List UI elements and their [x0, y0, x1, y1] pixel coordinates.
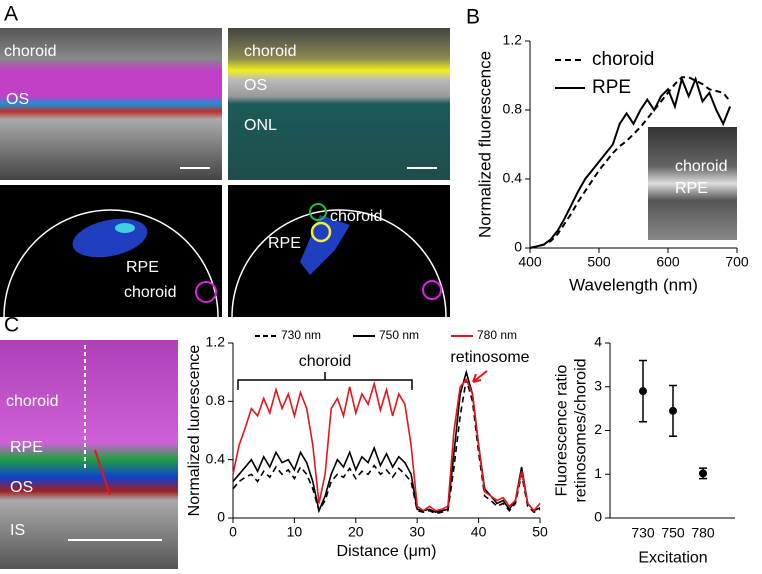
y-tick-label: 0 — [514, 239, 522, 255]
image-label: choroid — [330, 208, 382, 225]
image-label: choroid — [675, 158, 727, 175]
annotation: choroid — [299, 353, 351, 370]
annotation: retinosome — [450, 349, 529, 366]
axis-label: Normalized fluorescence — [475, 51, 494, 238]
y-tick-label: 4 — [594, 334, 602, 350]
x-tick-label: 20 — [348, 524, 364, 540]
phasor-plot — [228, 185, 450, 317]
y-tick-label: 0 — [594, 509, 602, 525]
axis-label: Distance (μm) — [337, 543, 437, 560]
legend-label: 730 nm — [281, 328, 321, 342]
inset: choroid RPE — [648, 127, 737, 240]
series-line — [233, 380, 540, 511]
y-tick-label: 0.4 — [206, 450, 226, 466]
x-tick-label: 780 — [691, 525, 715, 541]
panel-label: A — [4, 3, 18, 26]
y-tick-label: 0 — [217, 509, 225, 525]
image-label: OS — [6, 91, 29, 108]
panel-label: B — [466, 6, 480, 29]
image-label: RPE — [126, 259, 159, 276]
x-tick-label: 10 — [287, 524, 303, 540]
x-tick-label: 30 — [409, 524, 425, 540]
phasor-cloud — [115, 223, 135, 233]
y-tick-label: 0.4 — [503, 170, 523, 186]
image-label: RPE — [10, 439, 43, 456]
image-label: choroid — [4, 43, 56, 60]
x-tick-label: 400 — [518, 254, 542, 270]
axis-label: retinosomes/choroid — [573, 358, 590, 502]
image-label: OS — [244, 77, 267, 94]
panel-label: C — [4, 314, 19, 337]
bracket — [238, 372, 412, 390]
panel-a: A choroid OS choroid OS ONL RPE choroid … — [0, 3, 450, 317]
arrow — [473, 371, 487, 382]
axis-label: Normalized luorescence — [186, 345, 203, 517]
x-tick-label: 600 — [656, 254, 680, 270]
legend-label: choroid — [592, 49, 654, 70]
y-tick-label: 1.2 — [503, 32, 523, 48]
y-tick-label: 1.2 — [206, 334, 226, 350]
axis-label: Fluorescence ratio — [554, 365, 571, 497]
point — [699, 469, 707, 477]
axis-label: Wavelength (nm) — [569, 275, 698, 294]
panel-c-image: choroid RPE OS IS — [0, 340, 178, 569]
x-tick-label: 0 — [229, 524, 237, 540]
image-label: choroid — [124, 284, 176, 301]
legend-label: 780 nm — [477, 328, 517, 342]
legend-label: 750 nm — [379, 328, 419, 342]
x-tick-label: 500 — [587, 254, 611, 270]
y-tick-label: 2 — [594, 421, 602, 437]
x-tick-label: 50 — [532, 524, 548, 540]
image-label: RPE — [268, 235, 301, 252]
y-tick-label: 1 — [594, 465, 602, 481]
y-tick-label: 0.8 — [503, 101, 523, 117]
image-label: RPE — [675, 180, 708, 197]
x-tick-label: 730 — [631, 525, 655, 541]
image-label: choroid — [6, 393, 58, 410]
image-label: ONL — [244, 117, 277, 134]
point — [639, 387, 647, 395]
y-tick-label: 3 — [594, 377, 602, 393]
x-tick-label: 750 — [661, 525, 685, 541]
x-tick-label: 40 — [471, 524, 487, 540]
image-label: OS — [10, 479, 33, 496]
axis-label: Excitation — [638, 550, 707, 567]
legend-label: RPE — [592, 77, 631, 98]
image-label: choroid — [244, 43, 296, 60]
x-tick-label: 700 — [725, 254, 749, 270]
y-tick-label: 0.8 — [206, 392, 226, 408]
point — [669, 407, 677, 415]
image-label: IS — [10, 522, 25, 539]
